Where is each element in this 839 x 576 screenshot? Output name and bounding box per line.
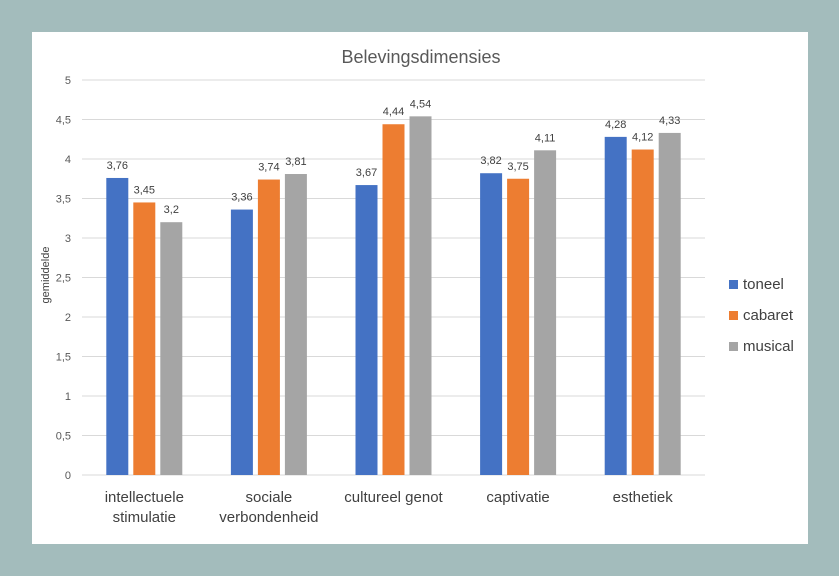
bar-chart: Belevingsdimensies gemiddelde 0 0,5 1 1,5 2 2… [40, 47, 794, 526]
bar-toneel [480, 173, 503, 475]
y-tick-label: 0,5 [56, 431, 71, 443]
category-label: verbondenheid [219, 509, 318, 526]
legend-label-musical: musical [743, 338, 794, 355]
y-tick-label: 4,5 [56, 115, 71, 127]
y-tick-label: 1 [65, 391, 71, 403]
data-label: 3,75 [507, 161, 528, 173]
data-label: 3,76 [107, 160, 128, 172]
legend-swatch-musical [729, 342, 738, 351]
data-label: 3,74 [258, 162, 279, 174]
category-label: stimulatie [113, 509, 176, 526]
data-label: 4,54 [410, 98, 431, 110]
category-label: intellectuele [105, 489, 184, 506]
bar-musical [160, 222, 183, 475]
legend-swatch-toneel [729, 280, 738, 289]
bar-musical [409, 116, 432, 475]
data-label: 4,33 [659, 115, 680, 127]
bar-toneel [106, 177, 129, 475]
data-label: 3,2 [164, 204, 179, 216]
y-tick-label: 3 [65, 233, 71, 245]
bar-toneel [230, 209, 253, 475]
bar-cabaret [257, 179, 280, 476]
bar-cabaret [382, 124, 405, 476]
data-label: 4,28 [605, 119, 626, 131]
bar-musical [284, 174, 307, 475]
y-tick-label: 3,5 [56, 194, 71, 206]
bar-musical [658, 132, 681, 475]
data-label: 4,44 [383, 106, 404, 118]
y-tick-label: 2,5 [56, 273, 71, 285]
bar-musical [534, 150, 557, 475]
data-label: 4,11 [535, 132, 556, 144]
y-tick-label: 4 [65, 154, 71, 166]
data-label: 3,67 [356, 167, 377, 179]
legend-label-cabaret: cabaret [743, 307, 794, 324]
bar-cabaret [133, 202, 156, 475]
chart-title: Belevingsdimensies [341, 47, 500, 67]
chart-card: Belevingsdimensies gemiddelde 0 0,5 1 1,5 2 2… [32, 32, 808, 544]
bar-toneel [604, 136, 627, 475]
category-label: captivatie [486, 489, 549, 506]
category-label: cultureel genot [344, 489, 443, 506]
bar-toneel [355, 185, 378, 475]
legend-swatch-cabaret [729, 311, 738, 320]
category-label: sociale [246, 489, 293, 506]
data-label: 3,82 [480, 155, 501, 167]
y-axis-label: gemiddelde [40, 247, 52, 304]
y-tick-label: 5 [65, 75, 71, 87]
legend-label-toneel: toneel [743, 276, 784, 293]
category-label: esthetiek [613, 489, 674, 506]
y-tick-label: 1,5 [56, 352, 71, 364]
y-tick-label: 0 [65, 470, 71, 482]
data-label: 3,81 [285, 156, 306, 168]
data-label: 4,12 [632, 132, 653, 144]
data-label: 3,45 [134, 184, 155, 196]
bar-cabaret [631, 149, 654, 475]
y-tick-label: 2 [65, 312, 71, 324]
bar-cabaret [507, 178, 530, 475]
data-label: 3,36 [231, 192, 252, 204]
